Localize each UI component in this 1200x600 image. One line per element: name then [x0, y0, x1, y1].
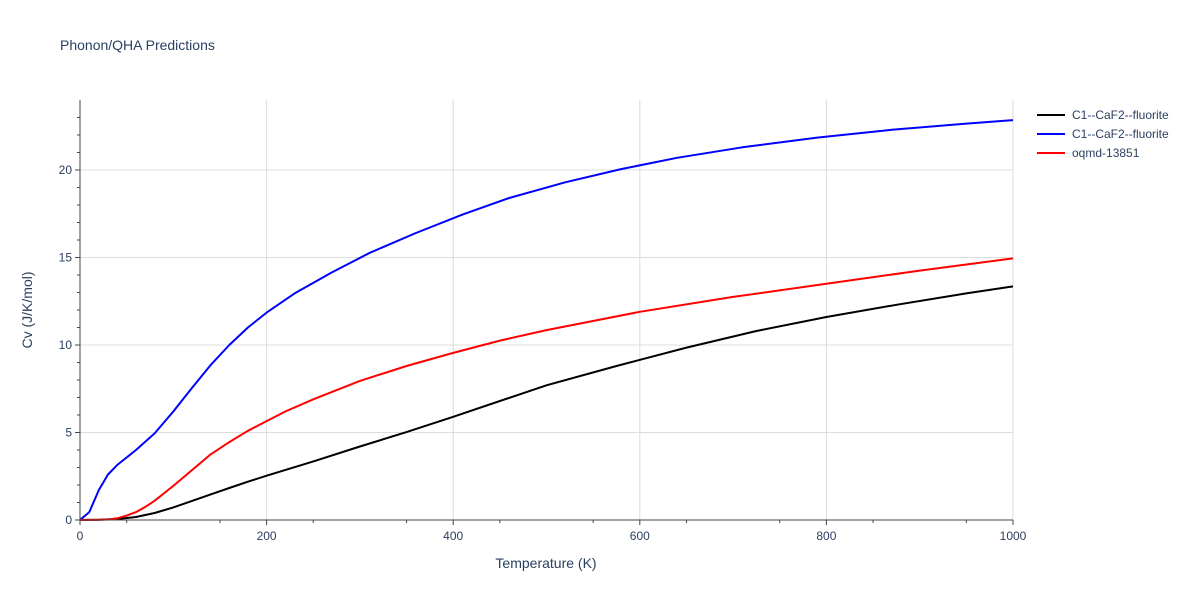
legend-item-3[interactable]: oqmd-13851	[1037, 146, 1140, 160]
axes	[79, 100, 1013, 521]
legend-item-1[interactable]: C1--CaF2--fluorite	[1037, 108, 1169, 122]
legend[interactable]: C1--CaF2--fluorite C1--CaF2--fluorite oqmd…	[1037, 108, 1169, 160]
legend-label: C1--CaF2--fluorite	[1072, 127, 1169, 141]
y-tick-label: 15	[59, 251, 73, 265]
chart-title: Phonon/QHA Predictions	[60, 37, 215, 53]
x-axis-ticks: 0 200 400 600 800 1000	[77, 520, 1027, 543]
y-tick-label: 20	[59, 163, 73, 177]
x-tick-label: 400	[443, 529, 463, 543]
series-line-1[interactable]	[79, 285, 1014, 521]
y-tick-label: 0	[65, 513, 72, 527]
x-tick-label: 200	[257, 529, 277, 543]
x-tick-label: 800	[816, 529, 836, 543]
legend-item-2[interactable]: C1--CaF2--fluorite	[1037, 127, 1169, 141]
legend-label: C1--CaF2--fluorite	[1072, 108, 1169, 122]
x-axis-title: Temperature (K)	[495, 555, 596, 571]
legend-label: oqmd-13851	[1072, 146, 1140, 160]
series-line-3[interactable]	[79, 257, 1014, 521]
x-tick-label: 1000	[1000, 529, 1027, 543]
x-tick-label: 0	[77, 529, 84, 543]
series-line-2[interactable]	[79, 119, 1014, 521]
plot-area	[79, 119, 1014, 521]
y-axis-ticks: 0 5 10 15 20	[59, 117, 80, 527]
y-tick-label: 10	[59, 338, 73, 352]
y-tick-label: 5	[65, 426, 72, 440]
grid	[80, 100, 1014, 520]
x-tick-label: 600	[630, 529, 650, 543]
y-axis-title: Cv (J/K/mol)	[19, 272, 35, 349]
